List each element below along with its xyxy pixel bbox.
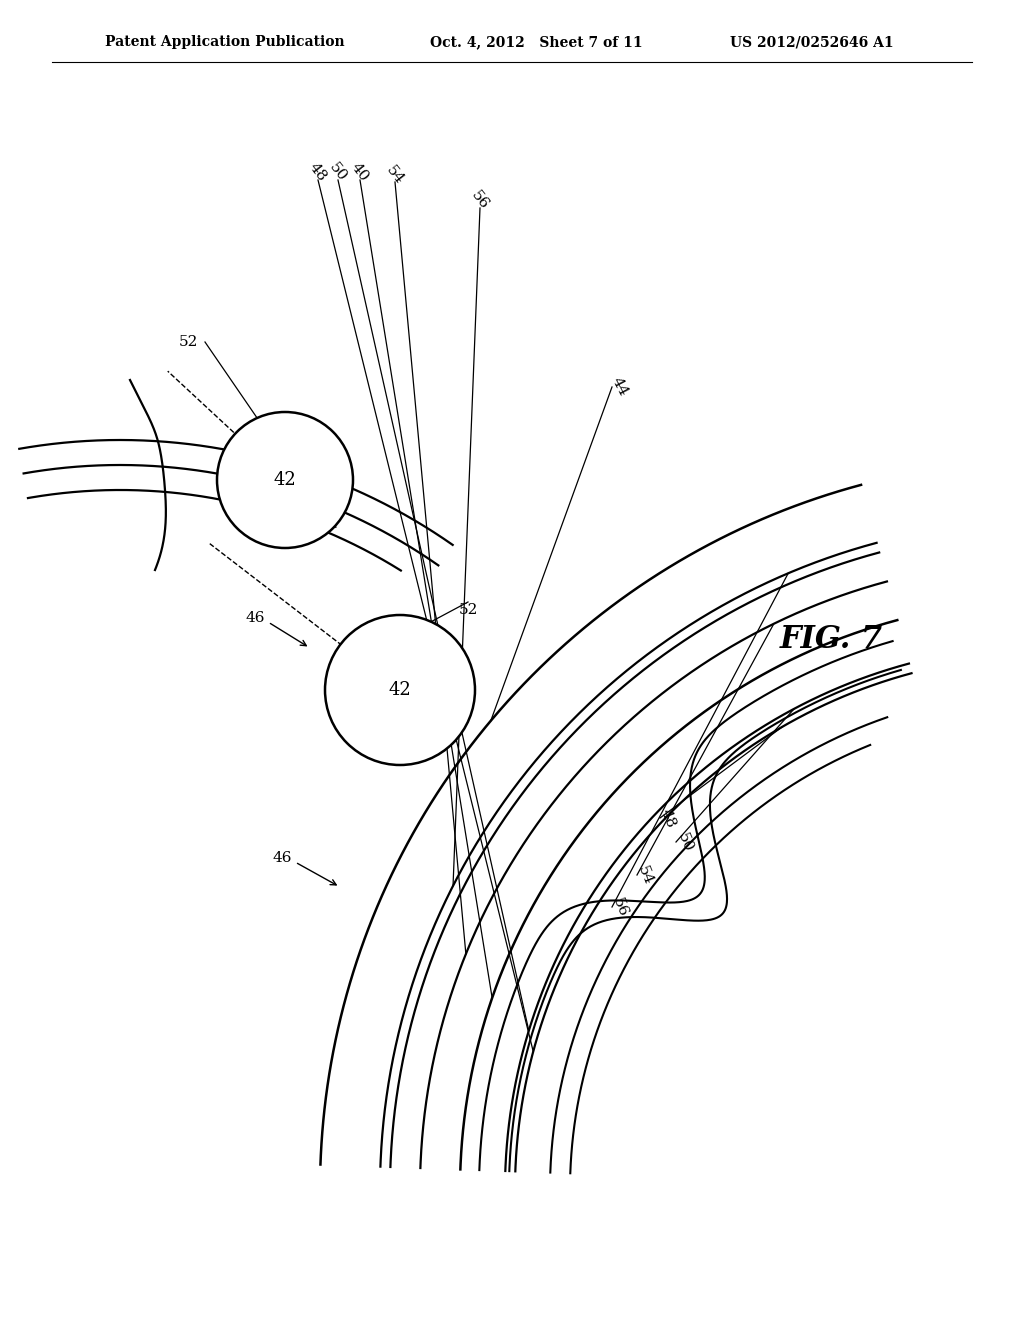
Text: 46: 46 — [272, 851, 292, 865]
Text: Oct. 4, 2012   Sheet 7 of 11: Oct. 4, 2012 Sheet 7 of 11 — [430, 36, 643, 49]
Text: 48: 48 — [306, 160, 330, 183]
Text: 48: 48 — [657, 807, 678, 829]
Text: 50: 50 — [675, 830, 695, 854]
Text: 52: 52 — [459, 603, 477, 616]
Text: 52: 52 — [178, 335, 198, 348]
Text: 56: 56 — [469, 187, 492, 213]
Circle shape — [217, 412, 353, 548]
Text: 44: 44 — [609, 375, 631, 399]
Text: 54: 54 — [635, 863, 655, 887]
Text: 50: 50 — [327, 160, 349, 183]
Text: FIG. 7: FIG. 7 — [780, 624, 884, 656]
Text: 42: 42 — [389, 681, 412, 700]
Text: 40: 40 — [348, 160, 372, 183]
Text: Patent Application Publication: Patent Application Publication — [105, 36, 345, 49]
Text: US 2012/0252646 A1: US 2012/0252646 A1 — [730, 36, 894, 49]
Circle shape — [325, 615, 475, 766]
Text: 46: 46 — [246, 611, 265, 624]
Text: 56: 56 — [610, 895, 630, 919]
Text: 42: 42 — [273, 471, 296, 488]
Text: 54: 54 — [384, 164, 407, 187]
